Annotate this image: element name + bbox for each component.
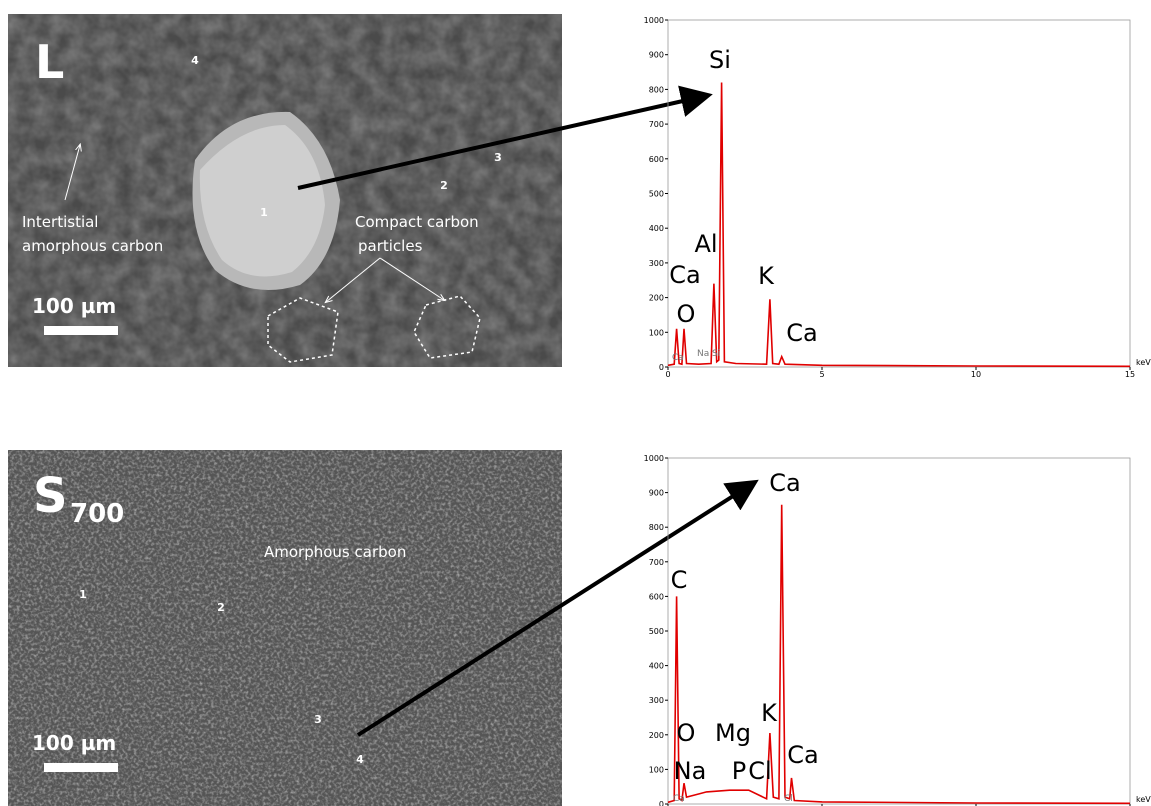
scale-bar <box>44 763 118 772</box>
spectrum <box>668 83 1130 367</box>
panel-label: S <box>33 468 68 524</box>
annotation: particles <box>358 237 423 255</box>
y-tick-label: 300 <box>649 696 664 705</box>
minor-peak-label: Ca <box>673 794 685 804</box>
point-marker: 3 <box>494 151 502 164</box>
peak-label: P <box>732 757 746 785</box>
peak-label: Ca <box>786 319 817 347</box>
y-tick-label: 100 <box>649 765 664 774</box>
minor-peak-label: Ca <box>672 353 684 363</box>
annotation: Amorphous carbon <box>264 543 406 561</box>
point-marker: 2 <box>217 601 225 614</box>
peak-label: Ca <box>787 741 818 769</box>
figure: L 4 1 2 3 Intertistial amorphous carbon … <box>0 0 1151 806</box>
y-tick-label: 0 <box>659 800 664 806</box>
y-tick-label: 700 <box>649 120 664 129</box>
y-tick-label: 600 <box>649 592 664 601</box>
scale-bar-label: 100 µm <box>32 731 116 755</box>
peak-label: Si <box>709 46 731 74</box>
peak-label: K <box>758 262 775 290</box>
x-tick-label: 10 <box>971 370 981 379</box>
point-marker: 2 <box>440 179 448 192</box>
plot-frame <box>668 20 1130 367</box>
x-axis-label: keV <box>1136 358 1151 367</box>
point-marker: 4 <box>191 54 199 67</box>
y-tick-label: 600 <box>649 155 664 164</box>
y-tick-label: 1000 <box>644 454 664 463</box>
minor-peak-label: Na <box>697 349 709 359</box>
point-marker: 3 <box>314 713 322 726</box>
y-tick-label: 100 <box>649 328 664 337</box>
y-tick-label: 500 <box>649 190 664 199</box>
y-tick-label: 900 <box>649 51 664 60</box>
peak-label: Ca <box>669 261 700 289</box>
panel-label-subscript: 700 <box>70 499 124 529</box>
y-tick-label: 0 <box>659 363 664 372</box>
peak-label: O <box>677 300 696 328</box>
y-tick-label: 800 <box>649 85 664 94</box>
scale-bar-label: 100 µm <box>32 294 116 318</box>
annotation: amorphous carbon <box>22 237 163 255</box>
peak-label: Al <box>694 230 717 258</box>
y-tick-label: 800 <box>649 523 664 532</box>
minor-peak-label: Si <box>712 349 720 359</box>
annotation: Intertistial <box>22 213 98 231</box>
y-tick-label: 400 <box>649 662 664 671</box>
scale-bar <box>44 326 118 335</box>
x-tick-label: 5 <box>819 370 824 379</box>
peak-label: Mg <box>715 719 751 747</box>
y-tick-label: 200 <box>649 294 664 303</box>
point-marker: 4 <box>356 753 364 766</box>
peak-label: Na <box>674 757 707 785</box>
minor-peak-label: Cl <box>784 794 793 804</box>
peak-label: K <box>761 699 778 727</box>
x-axis-label: keV <box>1136 795 1151 804</box>
y-tick-label: 700 <box>649 558 664 567</box>
annotation: Compact carbon <box>355 213 479 231</box>
x-tick-label: 0 <box>665 370 670 379</box>
y-tick-label: 1000 <box>644 16 664 25</box>
peak-label: O <box>677 719 696 747</box>
plot-frame <box>668 458 1130 804</box>
y-tick-label: 400 <box>649 224 664 233</box>
x-tick-label: 15 <box>1125 370 1135 379</box>
point-marker: 1 <box>260 206 268 219</box>
peak-label: C <box>671 566 688 594</box>
y-tick-label: 500 <box>649 627 664 636</box>
panel-label: L <box>35 35 64 89</box>
peak-label: Ca <box>769 469 800 497</box>
y-tick-label: 900 <box>649 489 664 498</box>
y-tick-label: 200 <box>649 731 664 740</box>
peak-label: Cl <box>748 757 771 785</box>
point-marker: 1 <box>79 588 87 601</box>
y-tick-label: 300 <box>649 259 664 268</box>
